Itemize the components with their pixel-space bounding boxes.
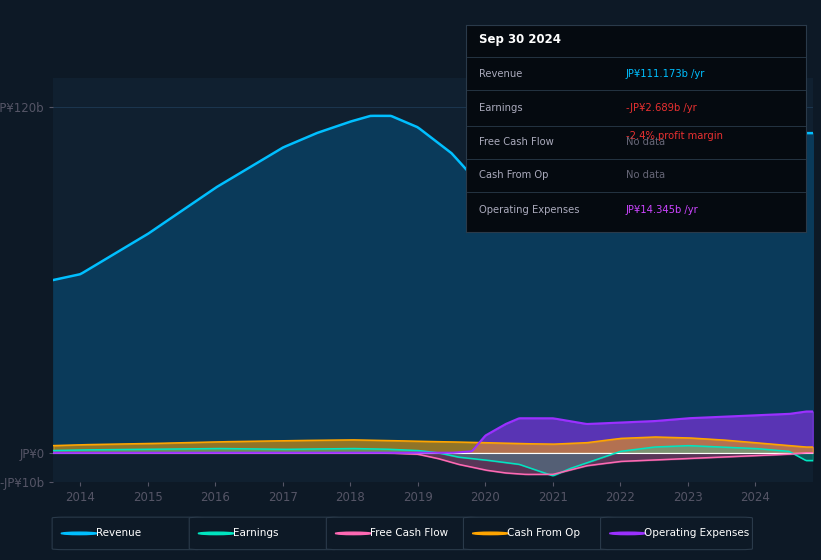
Circle shape <box>473 532 509 535</box>
Text: Operating Expenses: Operating Expenses <box>644 529 750 538</box>
Text: -JP¥2.689b /yr: -JP¥2.689b /yr <box>626 103 696 113</box>
Circle shape <box>61 532 97 535</box>
Text: Earnings: Earnings <box>233 529 278 538</box>
FancyBboxPatch shape <box>463 517 616 550</box>
Text: No data: No data <box>626 137 665 147</box>
FancyBboxPatch shape <box>52 517 204 550</box>
Text: JP¥14.345b /yr: JP¥14.345b /yr <box>626 204 699 214</box>
Circle shape <box>336 532 372 535</box>
Text: Earnings: Earnings <box>479 103 523 113</box>
Text: Cash From Op: Cash From Op <box>479 170 548 180</box>
Text: JP¥111.173b /yr: JP¥111.173b /yr <box>626 69 705 79</box>
Text: Sep 30 2024: Sep 30 2024 <box>479 33 561 46</box>
Text: Cash From Op: Cash From Op <box>507 529 580 538</box>
FancyBboxPatch shape <box>189 517 342 550</box>
Text: No data: No data <box>626 170 665 180</box>
FancyBboxPatch shape <box>601 517 753 550</box>
Text: -2.4% profit margin: -2.4% profit margin <box>626 131 722 141</box>
Text: Revenue: Revenue <box>479 69 522 79</box>
Text: Operating Expenses: Operating Expenses <box>479 204 580 214</box>
Circle shape <box>199 532 235 535</box>
FancyBboxPatch shape <box>327 517 478 550</box>
Circle shape <box>609 532 646 535</box>
Text: Revenue: Revenue <box>95 529 140 538</box>
Text: Free Cash Flow: Free Cash Flow <box>479 137 554 147</box>
Text: Free Cash Flow: Free Cash Flow <box>369 529 448 538</box>
